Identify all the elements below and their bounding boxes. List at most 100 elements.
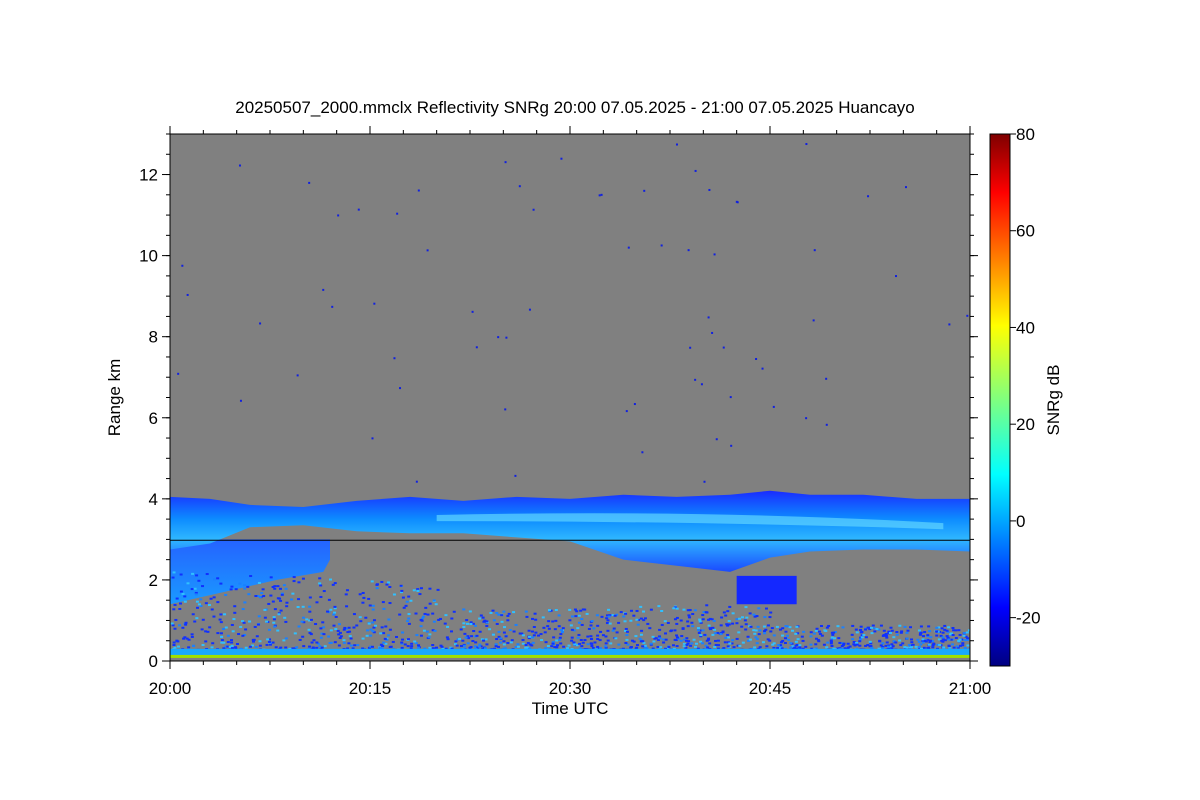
boundary-layer-pixel — [930, 640, 934, 643]
noise-pixel — [730, 444, 733, 447]
boundary-layer-pixel — [230, 623, 234, 626]
boundary-layer-pixel — [278, 587, 282, 590]
noise-pixel — [675, 143, 678, 146]
boundary-layer-pixel — [841, 643, 845, 646]
boundary-layer-pixel — [254, 645, 258, 648]
boundary-layer-pixel — [179, 590, 183, 593]
boundary-layer-pixel — [339, 635, 343, 638]
boundary-layer-pixel — [407, 622, 411, 625]
boundary-layer-pixel — [920, 647, 924, 650]
boundary-layer-pixel — [531, 636, 535, 639]
boundary-layer-pixel — [758, 646, 762, 649]
boundary-layer-pixel — [680, 635, 684, 638]
boundary-layer-pixel — [213, 578, 217, 581]
boundary-layer-pixel — [905, 631, 909, 634]
boundary-layer-pixel — [362, 596, 366, 599]
boundary-layer-pixel — [183, 595, 187, 598]
boundary-layer-pixel — [375, 587, 379, 590]
boundary-layer-pixel — [820, 634, 824, 637]
boundary-layer-pixel — [204, 640, 208, 643]
boundary-layer-pixel — [687, 640, 691, 643]
boundary-layer-pixel — [726, 633, 730, 636]
boundary-layer-pixel — [279, 646, 283, 649]
boundary-layer-pixel — [714, 639, 718, 642]
boundary-layer-pixel — [848, 645, 852, 648]
boundary-layer-pixel — [851, 638, 855, 641]
boundary-layer-pixel — [917, 640, 921, 643]
boundary-layer-pixel — [543, 631, 547, 634]
boundary-layer-pixel — [491, 633, 495, 636]
boundary-layer-pixel — [607, 615, 611, 618]
boundary-layer-pixel — [890, 643, 894, 646]
boundary-layer-pixel — [917, 629, 921, 632]
boundary-layer-pixel — [499, 637, 503, 640]
boundary-layer-pixel — [241, 634, 245, 637]
boundary-layer-pixel — [568, 619, 572, 622]
boundary-layer-pixel — [838, 641, 842, 644]
boundary-layer-pixel — [431, 629, 435, 632]
boundary-layer-pixel — [608, 614, 612, 617]
boundary-layer-pixel — [927, 647, 931, 650]
boundary-layer-pixel — [812, 632, 816, 635]
boundary-layer-pixel — [382, 607, 386, 610]
boundary-layer-pixel — [589, 642, 593, 645]
boundary-layer-pixel — [329, 629, 333, 632]
boundary-layer-pixel — [534, 618, 538, 621]
boundary-layer-pixel — [185, 637, 189, 640]
boundary-layer-pixel — [586, 643, 590, 646]
boundary-layer-pixel — [499, 641, 503, 644]
boundary-layer-pixel — [369, 628, 373, 631]
boundary-layer-pixel — [282, 584, 286, 587]
boundary-layer-pixel — [798, 646, 802, 649]
boundary-layer-pixel — [267, 640, 271, 643]
boundary-layer-pixel — [702, 611, 706, 614]
boundary-layer-pixel — [642, 641, 646, 644]
boundary-layer-pixel — [186, 582, 190, 585]
boundary-layer-pixel — [929, 636, 933, 639]
boundary-layer-pixel — [670, 629, 674, 632]
boundary-layer-pixel — [248, 645, 252, 648]
noise-pixel — [755, 357, 758, 360]
boundary-layer-pixel — [258, 596, 262, 599]
noise-pixel — [707, 316, 710, 319]
boundary-layer-pixel — [388, 585, 392, 588]
boundary-layer-pixel — [367, 597, 371, 600]
boundary-layer-pixel — [181, 592, 185, 595]
boundary-layer-pixel — [241, 608, 245, 611]
boundary-layer-pixel — [506, 642, 510, 645]
boundary-layer-pixel — [572, 641, 576, 644]
boundary-layer-pixel — [735, 622, 739, 625]
boundary-layer-pixel — [935, 630, 939, 633]
boundary-layer-pixel — [697, 629, 701, 632]
colorbar-tick-label: 80 — [1016, 125, 1035, 144]
boundary-layer-pixel — [462, 622, 466, 625]
boundary-layer-pixel — [963, 631, 967, 634]
boundary-layer-pixel — [766, 624, 770, 627]
boundary-layer-pixel — [197, 579, 201, 582]
boundary-layer-pixel — [527, 637, 531, 640]
boundary-layer-pixel — [385, 637, 389, 640]
boundary-layer-pixel — [371, 604, 375, 607]
boundary-layer-pixel — [318, 577, 322, 580]
boundary-layer-pixel — [551, 620, 555, 623]
boundary-layer-pixel — [527, 629, 531, 632]
boundary-layer-pixel — [931, 644, 935, 647]
boundary-layer-pixel — [201, 644, 205, 647]
boundary-layer-pixel — [315, 601, 319, 604]
boundary-layer-pixel — [473, 624, 477, 627]
boundary-layer-pixel — [958, 633, 962, 636]
boundary-layer-pixel — [521, 634, 525, 637]
boundary-layer-pixel — [578, 642, 582, 645]
boundary-layer-pixel — [323, 645, 327, 648]
boundary-layer-pixel — [319, 595, 323, 598]
boundary-layer-pixel — [775, 625, 779, 628]
boundary-layer-pixel — [673, 629, 677, 632]
boundary-layer-pixel — [172, 644, 176, 647]
boundary-layer-pixel — [754, 629, 758, 632]
boundary-layer-pixel — [580, 618, 584, 621]
boundary-layer-pixel — [732, 646, 736, 649]
boundary-layer-pixel — [279, 609, 283, 612]
boundary-layer-pixel — [630, 639, 634, 642]
boundary-layer-pixel — [328, 642, 332, 645]
